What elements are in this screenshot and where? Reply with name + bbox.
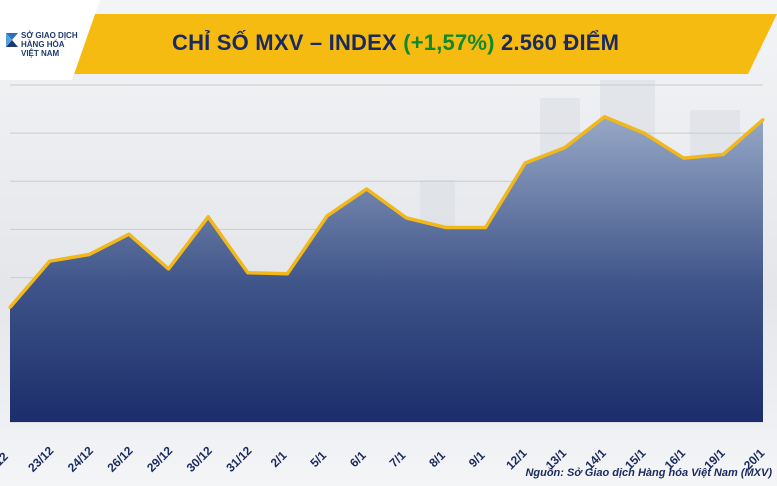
- x-tick-label: 23/12: [25, 443, 56, 474]
- x-tick-label: 30/12: [184, 443, 215, 474]
- data-point-2/1: [285, 272, 289, 276]
- title-main: CHỈ SỐ MXV – INDEX: [172, 30, 397, 55]
- chart-title: CHỈ SỐ MXV – INDEX (+1,57%) 2.560 ĐIỂM: [172, 30, 619, 56]
- x-tick-label: 9/1: [466, 448, 488, 470]
- x-tick-label: 12: [0, 449, 11, 469]
- data-point-5/1: [325, 214, 329, 218]
- source-note: Nguồn: Sở Giao dịch Hàng hóa Việt Nam (M…: [525, 467, 772, 479]
- x-tick-label: 31/12: [223, 443, 254, 474]
- x-tick-label: 6/1: [347, 448, 369, 470]
- header-bar: [0, 14, 777, 74]
- x-tick-label: 29/12: [144, 443, 175, 474]
- data-point-16/1: [682, 156, 686, 160]
- data-point-20/1: [761, 118, 765, 122]
- x-tick-label: 24/12: [65, 443, 96, 474]
- data-point-12/1: [523, 161, 527, 165]
- x-tick-label: 2/1: [268, 448, 290, 470]
- data-point-8/1: [444, 226, 448, 230]
- index-line: [8, 115, 765, 309]
- x-tick-label: 26/12: [104, 443, 135, 474]
- logo-text-line-3: VIỆT NAM: [21, 49, 60, 58]
- title-value: 2.560 ĐIỂM: [500, 30, 620, 55]
- x-tick-label: 7/1: [387, 448, 409, 470]
- data-point-19/1: [721, 152, 725, 156]
- data-point-7/1: [404, 216, 408, 220]
- data-point-15/1: [642, 131, 646, 135]
- data-point-29/12: [167, 267, 171, 271]
- logo-text-line-1: SỞ GIAO DỊCH: [21, 31, 78, 40]
- data-point-6/1: [365, 187, 369, 191]
- data-point-9/1: [484, 226, 488, 230]
- data-point-20/12: [8, 305, 12, 309]
- x-tick-label: 5/1: [307, 448, 329, 470]
- data-point-13/1: [563, 146, 567, 150]
- index-area: [10, 116, 763, 422]
- data-point-26/12: [127, 232, 131, 236]
- logo-icon: [6, 33, 18, 47]
- data-point-14/1: [602, 115, 606, 119]
- logo-panel: SỞ GIAO DỊCH HÀNG HÓA VIỆT NAM: [0, 0, 100, 80]
- data-point-31/12: [246, 271, 250, 275]
- logo-text-line-2: HÀNG HÓA: [21, 40, 65, 49]
- data-point-24/12: [87, 252, 91, 256]
- data-point-23/12: [48, 259, 52, 263]
- x-tick-label: 8/1: [426, 448, 448, 470]
- title-change: (+1,57%): [403, 30, 495, 55]
- data-point-30/12: [206, 215, 210, 219]
